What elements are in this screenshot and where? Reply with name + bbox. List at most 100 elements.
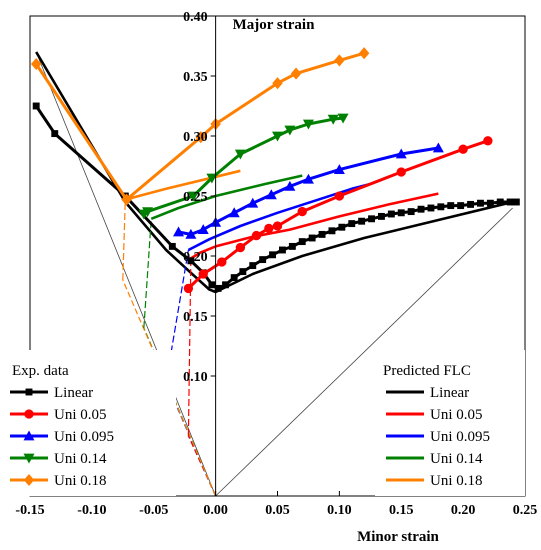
data-point-uni-0-05 (235, 242, 246, 253)
legend-label-uni-0-18: Uni 0.18 (54, 473, 107, 489)
data-point-uni-0-05 (297, 206, 307, 217)
predicted-curve-uni-0-18 (124, 169, 241, 201)
data-point-linear (512, 198, 520, 206)
data-point-linear (437, 203, 445, 211)
y-tick-label: 0.25 (183, 190, 208, 205)
data-point-uni-0-095 (265, 189, 277, 200)
data-point-uni-0-14 (234, 149, 246, 160)
y-axis-title: Major strain (233, 17, 315, 33)
data-point-linear (208, 281, 216, 289)
data-point-uni-0-14 (302, 119, 314, 130)
data-point-linear (308, 234, 316, 242)
data-point-uni-0-095 (284, 180, 296, 191)
data-point-uni-0-14 (272, 131, 283, 142)
data-point-uni-0-18 (358, 47, 370, 60)
legend-label-uni-0-14: Uni 0.14 (430, 451, 483, 467)
data-point-linear (168, 242, 176, 250)
data-point-linear (477, 199, 484, 207)
experimental-series-uni-0-05 (183, 136, 493, 294)
data-point-uni-0-05 (334, 191, 345, 201)
data-point-uni-0-18 (195, 131, 206, 144)
data-point-linear (214, 284, 222, 292)
data-point-uni-0-14 (142, 207, 154, 218)
predicted-transition-uni-0-18 (122, 199, 126, 281)
data-point-linear (387, 210, 395, 218)
experimental-series-uni-0-18 (30, 47, 370, 206)
data-point-uni-0-095 (173, 226, 184, 237)
data-point-linear (239, 268, 247, 276)
data-point-uni-0-05 (217, 257, 227, 267)
experimental-curves (30, 47, 520, 294)
data-point-uni-0-095 (197, 224, 209, 234)
experimental-line-uni-0-18 (34, 51, 365, 202)
data-point-linear (269, 251, 276, 259)
data-point-uni-0-14 (284, 125, 296, 136)
data-point-uni-0-05 (458, 144, 468, 154)
y-tick-label: 0.15 (183, 310, 208, 325)
data-point-linear (368, 215, 375, 223)
tick-labels: -0.15 -0.10 -0.05 0.00 0.05 0.10 0.15 0.20 0.25 0… (15, 10, 537, 518)
data-point-uni-0-14 (187, 191, 199, 202)
legend-label-uni-0-05: Uni 0.05 (54, 407, 107, 423)
y-tick-label: 0.35 (183, 70, 208, 85)
legend-marker-uni-0-14 (23, 453, 35, 464)
data-point-uni-0-095 (247, 197, 259, 208)
data-point-linear (486, 199, 494, 207)
x-tick-label: 0.25 (513, 503, 538, 518)
data-point-linear (378, 212, 385, 220)
data-point-linear (457, 202, 465, 210)
legend-label-linear: Linear (54, 385, 93, 401)
x-tick-label: 0.20 (451, 503, 476, 518)
experimental-series-linear (32, 102, 520, 292)
x-tick-label: 0.10 (327, 503, 352, 518)
data-point-uni-0-14 (337, 113, 349, 124)
reference-line-uniaxial (35, 51, 216, 497)
data-point-linear (496, 198, 504, 206)
predicted-curve-uni-0-05 (190, 192, 439, 260)
data-point-uni-0-095 (395, 148, 407, 159)
legend-label-linear: Linear (430, 385, 469, 401)
x-tick-label: 0.15 (389, 503, 414, 518)
legend-experimental-title: Exp. data (12, 363, 69, 379)
legend-predicted-box (375, 350, 525, 496)
data-point-linear (358, 217, 366, 225)
x-tick-label: 0.00 (203, 503, 228, 518)
predicted-curve-uni-0-095 (187, 182, 371, 252)
legend-marker-uni-0-095 (23, 430, 35, 441)
data-point-uni-0-05 (183, 283, 194, 294)
data-point-linear (187, 257, 195, 265)
y-tick-label: 0.10 (183, 370, 208, 385)
data-point-linear (328, 227, 336, 235)
x-tick-label: 0.05 (265, 503, 290, 518)
y-tick-label: 0.40 (183, 10, 208, 25)
x-tick-label: -0.15 (15, 503, 44, 518)
legend-label-uni-0-18: Uni 0.18 (430, 473, 483, 489)
legend-marker-uni-0-18 (23, 473, 35, 487)
data-point-linear (288, 242, 296, 250)
data-point-uni-0-18 (30, 57, 42, 71)
legend-label-uni-0-095: Uni 0.095 (430, 429, 490, 445)
data-point-uni-0-05 (396, 167, 406, 177)
data-point-uni-0-05 (272, 221, 283, 231)
data-point-linear (506, 198, 514, 206)
data-point-linear (467, 200, 474, 208)
data-point-linear (427, 204, 435, 212)
experimental-series-uni-0-14 (138, 113, 349, 220)
data-point-uni-0-14 (206, 173, 218, 184)
data-point-linear (51, 130, 59, 138)
legend-label-uni-0-05: Uni 0.05 (430, 407, 483, 423)
legend-marker-linear (25, 388, 33, 396)
data-point-linear (348, 220, 356, 228)
data-point-uni-0-095 (333, 164, 345, 174)
data-point-uni-0-095 (432, 142, 444, 153)
data-point-linear (230, 274, 238, 282)
experimental-line-uni-0-14 (143, 116, 344, 216)
data-point-linear (397, 209, 405, 217)
data-point-linear (249, 262, 257, 270)
data-point-uni-0-05 (483, 136, 493, 146)
data-point-linear (318, 230, 326, 238)
legend-predicted-title: Predicted FLC (383, 363, 471, 379)
data-point-uni-0-18 (272, 77, 283, 90)
data-point-uni-0-095 (302, 173, 314, 184)
